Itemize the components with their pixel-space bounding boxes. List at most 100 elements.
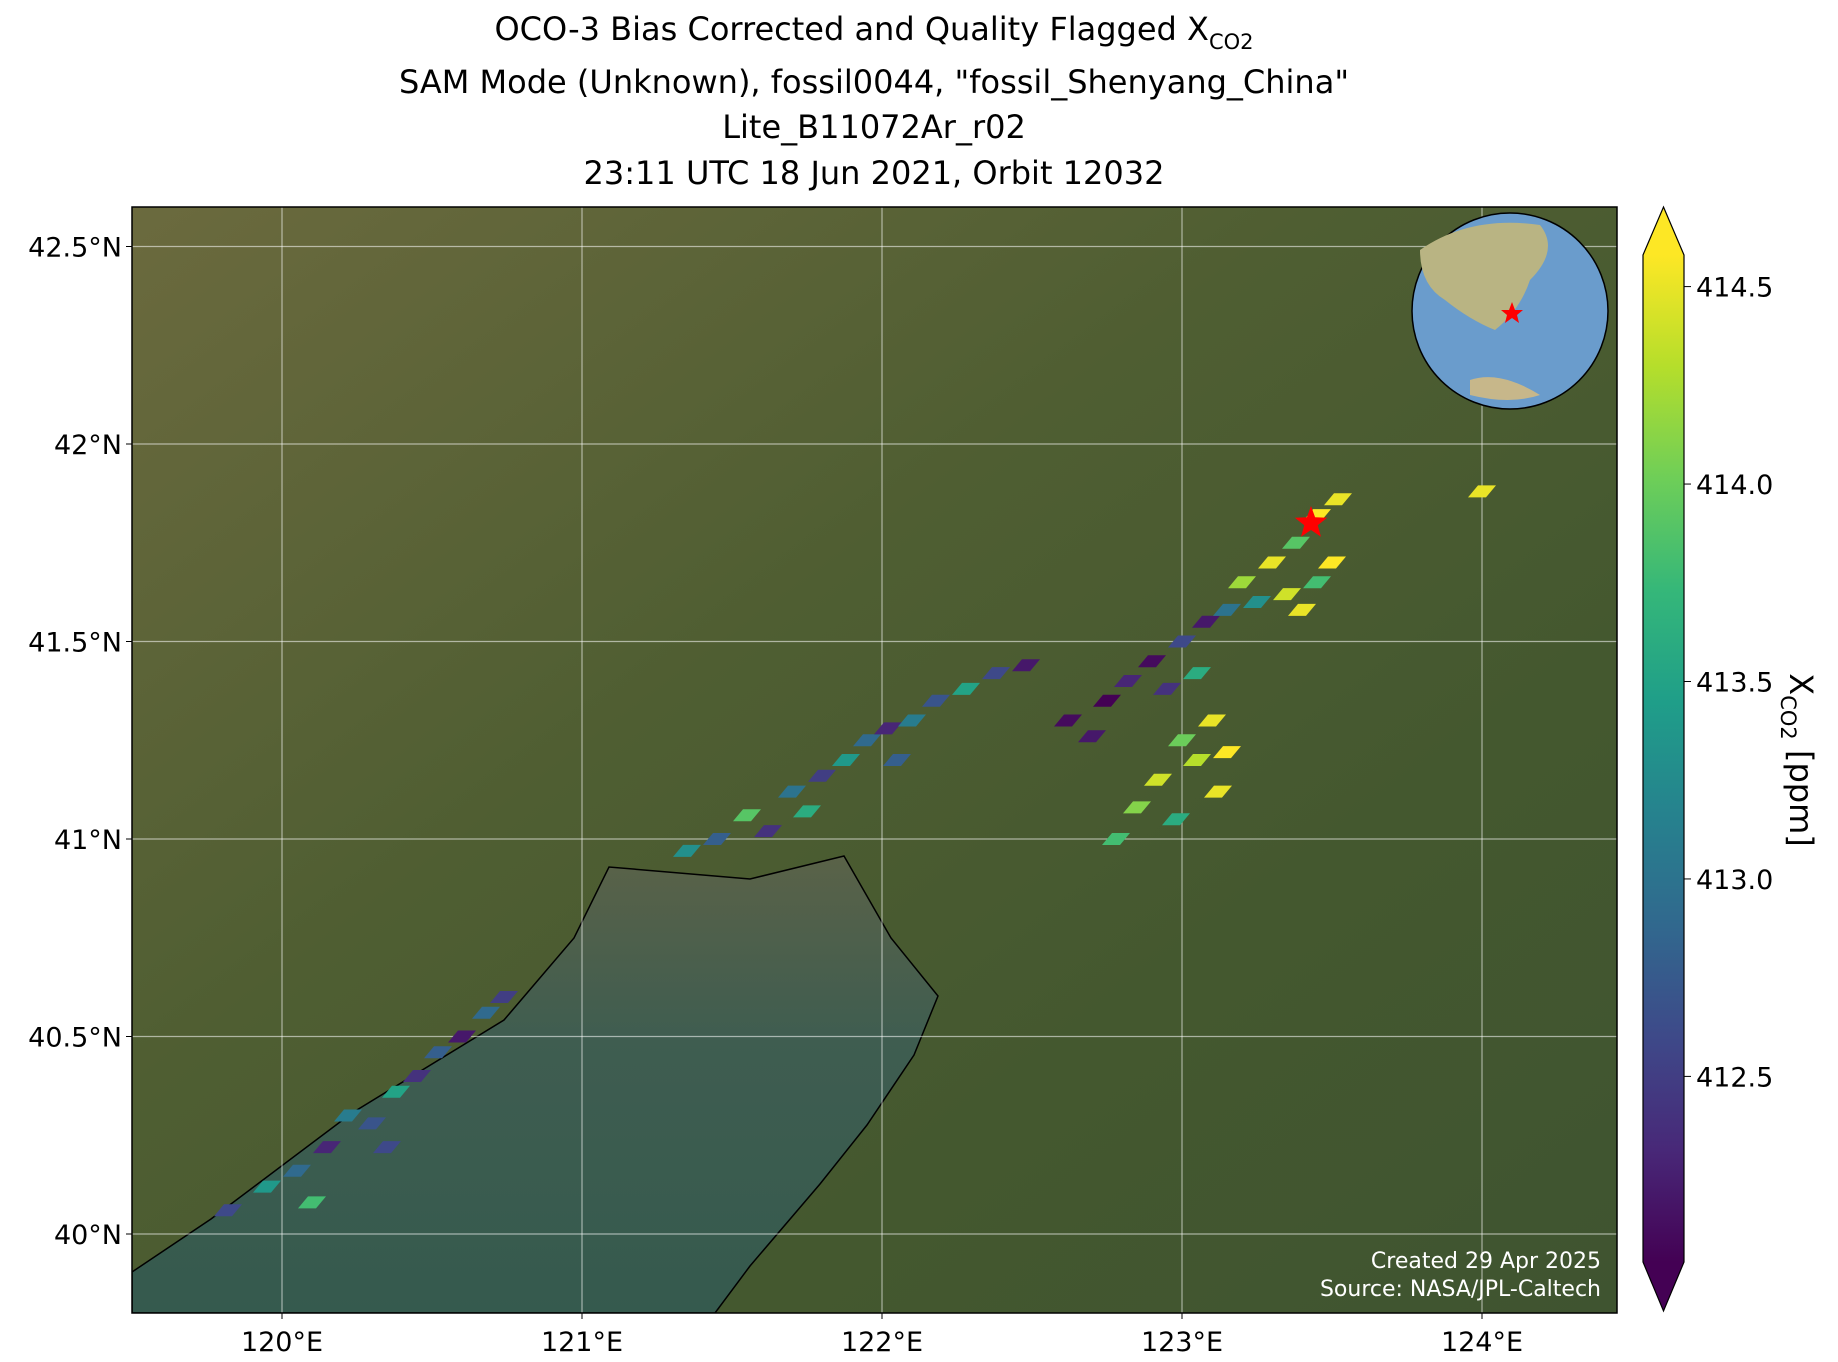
sounding: [1153, 682, 1181, 695]
title-sub: CO2: [1209, 30, 1254, 54]
y-tick-label: 41.5°N: [28, 628, 122, 659]
y-tick-label: 41°N: [54, 825, 122, 856]
sounding: [1258, 556, 1286, 569]
sounding: [283, 1164, 311, 1177]
map-frame: [131, 206, 1618, 1314]
sounding: [424, 1046, 452, 1059]
sounding: [1468, 485, 1496, 498]
x-tick-label: 120°E: [241, 1327, 323, 1358]
sounding: [1204, 785, 1232, 798]
sounding: [448, 1030, 476, 1043]
sounding: [1282, 536, 1310, 549]
sounding: [1054, 714, 1082, 727]
colorbar-label-main: X: [1782, 673, 1820, 695]
sounding: [403, 1070, 431, 1082]
title-main: OCO-3 Bias Corrected and Quality Flagged…: [494, 10, 1208, 48]
sounding: [1012, 659, 1040, 672]
sounding: [490, 991, 518, 1003]
globe-inset: [1411, 212, 1609, 410]
colorbar-extend-max: [1643, 207, 1684, 255]
colorbar-tick-label: 413.5: [1696, 667, 1773, 698]
sounding: [1243, 596, 1271, 608]
sounding: [703, 833, 731, 845]
sounding: [1198, 714, 1226, 727]
sounding: [1318, 556, 1346, 569]
sounding: [673, 844, 701, 857]
colorbar: 412.5 413.0 413.5 414.0 414.5: [1642, 205, 1773, 1313]
sounding: [1123, 801, 1151, 814]
subtitle: Lite_B11072Ar_r02: [722, 108, 1026, 146]
sounding: [373, 1141, 401, 1154]
sounding: [874, 722, 902, 735]
colorbar-label-unit: [ppm]: [1782, 740, 1820, 847]
target-star: [1294, 506, 1328, 537]
sounding: [853, 734, 881, 747]
colorbar-label: XCO2 [ppm]: [1776, 673, 1820, 846]
globe-land: [1470, 377, 1540, 400]
sounding: [1288, 603, 1316, 616]
soundings: [214, 485, 1496, 1217]
sounding: [898, 714, 926, 727]
sounding: [883, 754, 911, 766]
subtitle: 23:11 UTC 18 Jun 2021, Orbit 12032: [584, 154, 1165, 192]
sounding: [1078, 730, 1106, 743]
sounding: [382, 1085, 410, 1098]
globe-land: [1420, 222, 1548, 330]
sounding: [313, 1141, 341, 1154]
colorbar-tick-label: 413.0: [1696, 865, 1773, 896]
sounding: [472, 1006, 500, 1019]
sounding: [832, 754, 860, 766]
sounding: [733, 809, 761, 822]
sounding: [952, 682, 980, 695]
sounding: [253, 1180, 281, 1193]
x-tick-label: 123°E: [1141, 1327, 1223, 1358]
sounding: [214, 1204, 242, 1217]
sounding: [1138, 655, 1166, 668]
footer: Source: NASA/JPL-Caltech: [1320, 1277, 1601, 1302]
map: [132, 207, 1617, 1313]
grid: [132, 207, 1617, 1313]
sounding: [1324, 493, 1352, 506]
colorbar-body: [1643, 255, 1684, 1262]
sounding: [982, 667, 1010, 680]
y-tick-label: 42°N: [54, 430, 122, 461]
sounding: [808, 769, 836, 782]
title: OCO-3 Bias Corrected and Quality Flagged…: [494, 10, 1253, 54]
sounding: [778, 785, 806, 798]
colorbar-tick-label: 412.5: [1696, 1062, 1773, 1093]
sounding: [1303, 576, 1331, 589]
sounding: [1183, 754, 1211, 766]
sounding: [1144, 773, 1172, 786]
x-tick-label: 122°E: [841, 1327, 923, 1358]
sounding: [1093, 694, 1121, 707]
x-tick-label: 124°E: [1441, 1327, 1523, 1358]
colorbar-extend-min: [1643, 1262, 1684, 1311]
sounding: [1183, 667, 1211, 680]
y-tick-label: 42.5°N: [28, 233, 122, 264]
colorbar-outline: [1642, 205, 1685, 1313]
sea: [132, 855, 939, 1313]
sounding: [1168, 635, 1196, 648]
colorbar-label-sub: CO2: [1776, 695, 1800, 740]
subtitle: SAM Mode (Unknown), fossil0044, "fossil_…: [399, 63, 1349, 101]
sounding: [298, 1196, 326, 1209]
colorbar-tick-label: 414.0: [1696, 470, 1773, 501]
y-tick-label: 40°N: [54, 1220, 122, 1251]
sounding: [1273, 588, 1301, 601]
sounding: [754, 825, 782, 838]
sounding: [1192, 615, 1220, 628]
sounding: [334, 1109, 362, 1122]
sounding: [358, 1117, 386, 1130]
sounding: [1228, 576, 1256, 589]
colorbar-tick-label: 414.5: [1696, 273, 1773, 304]
sounding: [1213, 603, 1241, 616]
footer: Created 29 Apr 2025: [1371, 1249, 1601, 1274]
sounding: [922, 694, 950, 707]
x-tick-label: 121°E: [541, 1327, 623, 1358]
sounding: [1213, 746, 1241, 759]
sounding: [1168, 734, 1196, 747]
sounding: [1114, 675, 1142, 687]
sounding: [1162, 813, 1190, 826]
sounding: [1102, 833, 1130, 845]
